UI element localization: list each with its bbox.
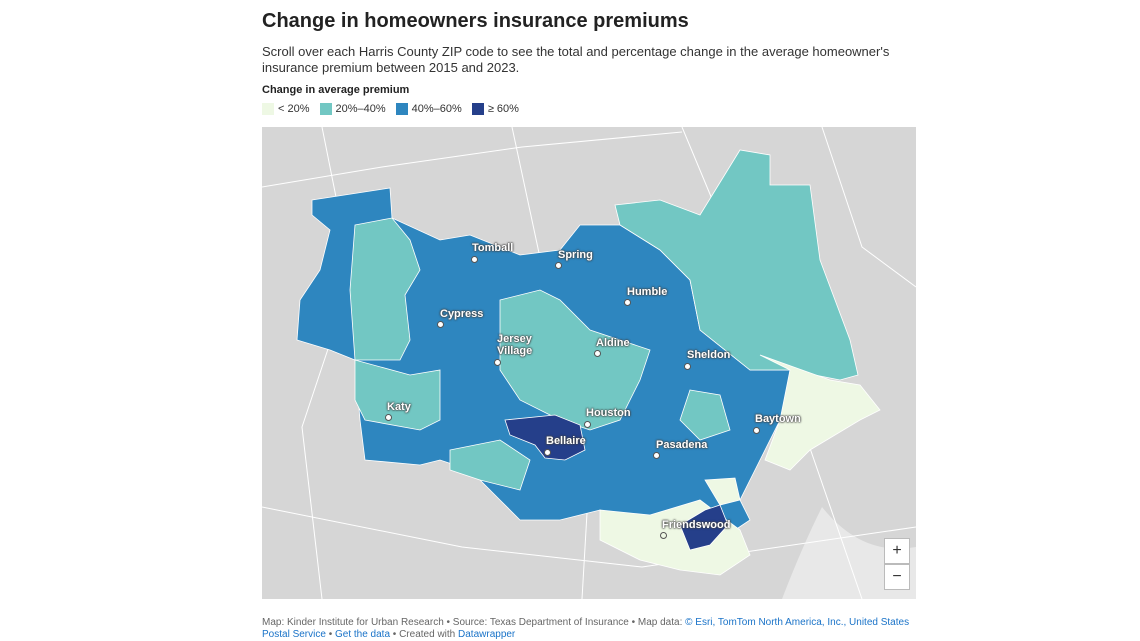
description: Scroll over each Harris County ZIP code … [262, 44, 890, 75]
zoom-button[interactable]: + [884, 538, 910, 564]
footer-text: • [325, 629, 335, 640]
place-dot [753, 427, 760, 434]
footer-link[interactable]: Get the data [334, 629, 391, 640]
legend-swatch [262, 103, 274, 115]
place-label: Tomball [472, 242, 514, 254]
place-label: Pasadena [656, 439, 708, 451]
place-label: Sheldon [687, 349, 731, 361]
place-dot [584, 421, 591, 428]
place-dot [653, 452, 660, 459]
legend-label: 40%–60% [411, 103, 462, 115]
place-label: Bellaire [546, 435, 586, 447]
place-dot [437, 321, 444, 328]
place-label: Baytown [755, 413, 801, 425]
place-label: Humble [627, 286, 668, 298]
title: Change in homeowners insurance premiums [262, 10, 689, 32]
footer-text: • Created with [390, 629, 459, 640]
legend-item: ≥ 60% [471, 103, 519, 115]
place-dot [471, 256, 478, 263]
legend-label: 20%–40% [335, 103, 386, 115]
map-canvas [262, 127, 916, 599]
place-label: Spring [558, 249, 593, 261]
map[interactable]: Tomball Spring Humble Cypress Jersey Village… [262, 127, 916, 599]
legend-label: ≥ 60% [487, 103, 519, 115]
footer-link[interactable]: Datawrapper [458, 629, 516, 640]
place-label: Jersey Village [497, 333, 533, 357]
place-label: Cypress [440, 308, 484, 320]
place-dot [555, 262, 562, 269]
place-dot [385, 414, 392, 421]
footer: Map: Kinder Institute for Urban Research… [262, 617, 922, 641]
zoom-button[interactable]: − [884, 564, 910, 590]
place-dot [660, 532, 667, 539]
footer-text: Map: Kinder Institute for Urban Research… [262, 617, 686, 628]
place-dot [624, 299, 631, 306]
legend-label: < 20% [278, 103, 310, 115]
legend-title: Change in average premium [262, 84, 410, 96]
place-dot [544, 449, 551, 456]
legend-swatch [395, 103, 408, 115]
legend-swatch [471, 103, 484, 115]
place-label: Houston [586, 407, 631, 419]
legend-item: < 20% [262, 103, 310, 115]
legend-item: 40%–60% [395, 103, 462, 115]
legend: < 20% 20%–40% 40%–60% ≥ 60% [262, 103, 519, 115]
legend-swatch [319, 103, 332, 115]
place-label: Friendswood [662, 519, 731, 531]
place-label: Katy [387, 401, 411, 413]
zip-areas [296, 149, 881, 576]
place-label: Aldine [596, 337, 630, 349]
footer-link[interactable]: © Esri, TomTom North America, Inc., Unit… [262, 617, 912, 640]
legend-item: 20%–40% [319, 103, 386, 115]
bay [782, 507, 916, 599]
place-dot [684, 363, 691, 370]
place-dot [494, 359, 501, 366]
place-dot [594, 350, 601, 357]
